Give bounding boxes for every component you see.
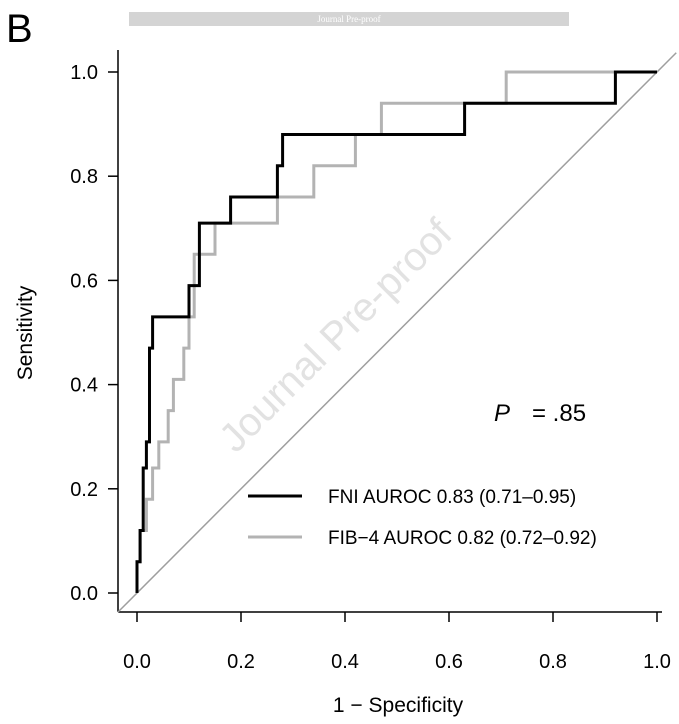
- x-tick-label: 0.4: [331, 651, 359, 673]
- reference-diagonal-line: [117, 52, 677, 613]
- x-tick-label: 0.2: [227, 651, 255, 673]
- y-tick-label: 0.4: [70, 375, 98, 397]
- y-axis-title: Sensitivity: [14, 285, 37, 380]
- series-line-fib4: [135, 70, 657, 593]
- p-value-annotation: P = .85: [494, 400, 586, 427]
- reference-layer: [117, 52, 677, 613]
- x-tick-label: 0.6: [435, 651, 463, 673]
- p-label: P: [494, 400, 510, 427]
- legend: FNI AUROC 0.83 (0.71–0.95) FIB−4 AUROC 0…: [248, 487, 597, 549]
- series-layer: [135, 70, 657, 593]
- x-axis-title: 1 − Specificity: [333, 694, 464, 717]
- y-tick-label: 0.2: [70, 479, 98, 501]
- y-tick-label: 1.0: [70, 62, 98, 84]
- y-axis-ticks: 0.0 0.2 0.4 0.6 0.8 1.0: [70, 62, 118, 605]
- x-axis-ticks: 0.0 0.2 0.4 0.6 0.8 1.0: [123, 612, 671, 673]
- watermark-banner: Journal Pre-proof: [129, 12, 569, 26]
- p-value: = .85: [532, 400, 586, 427]
- series-line-fni: [135, 70, 657, 593]
- x-tick-label: 1.0: [643, 651, 671, 673]
- legend-label-fni: FNI AUROC 0.83 (0.71–0.95): [328, 487, 576, 508]
- y-tick-label: 0.8: [70, 166, 98, 188]
- x-tick-label: 0.0: [123, 651, 151, 673]
- panel-label: B: [6, 7, 33, 51]
- watermark-diagonal: Journal Pre-proof: [211, 210, 461, 460]
- y-tick-label: 0.6: [70, 270, 98, 292]
- legend-label-fib4: FIB−4 AUROC 0.82 (0.72–0.92): [328, 528, 597, 549]
- y-tick-label: 0.0: [70, 583, 98, 605]
- x-tick-label: 0.8: [539, 651, 567, 673]
